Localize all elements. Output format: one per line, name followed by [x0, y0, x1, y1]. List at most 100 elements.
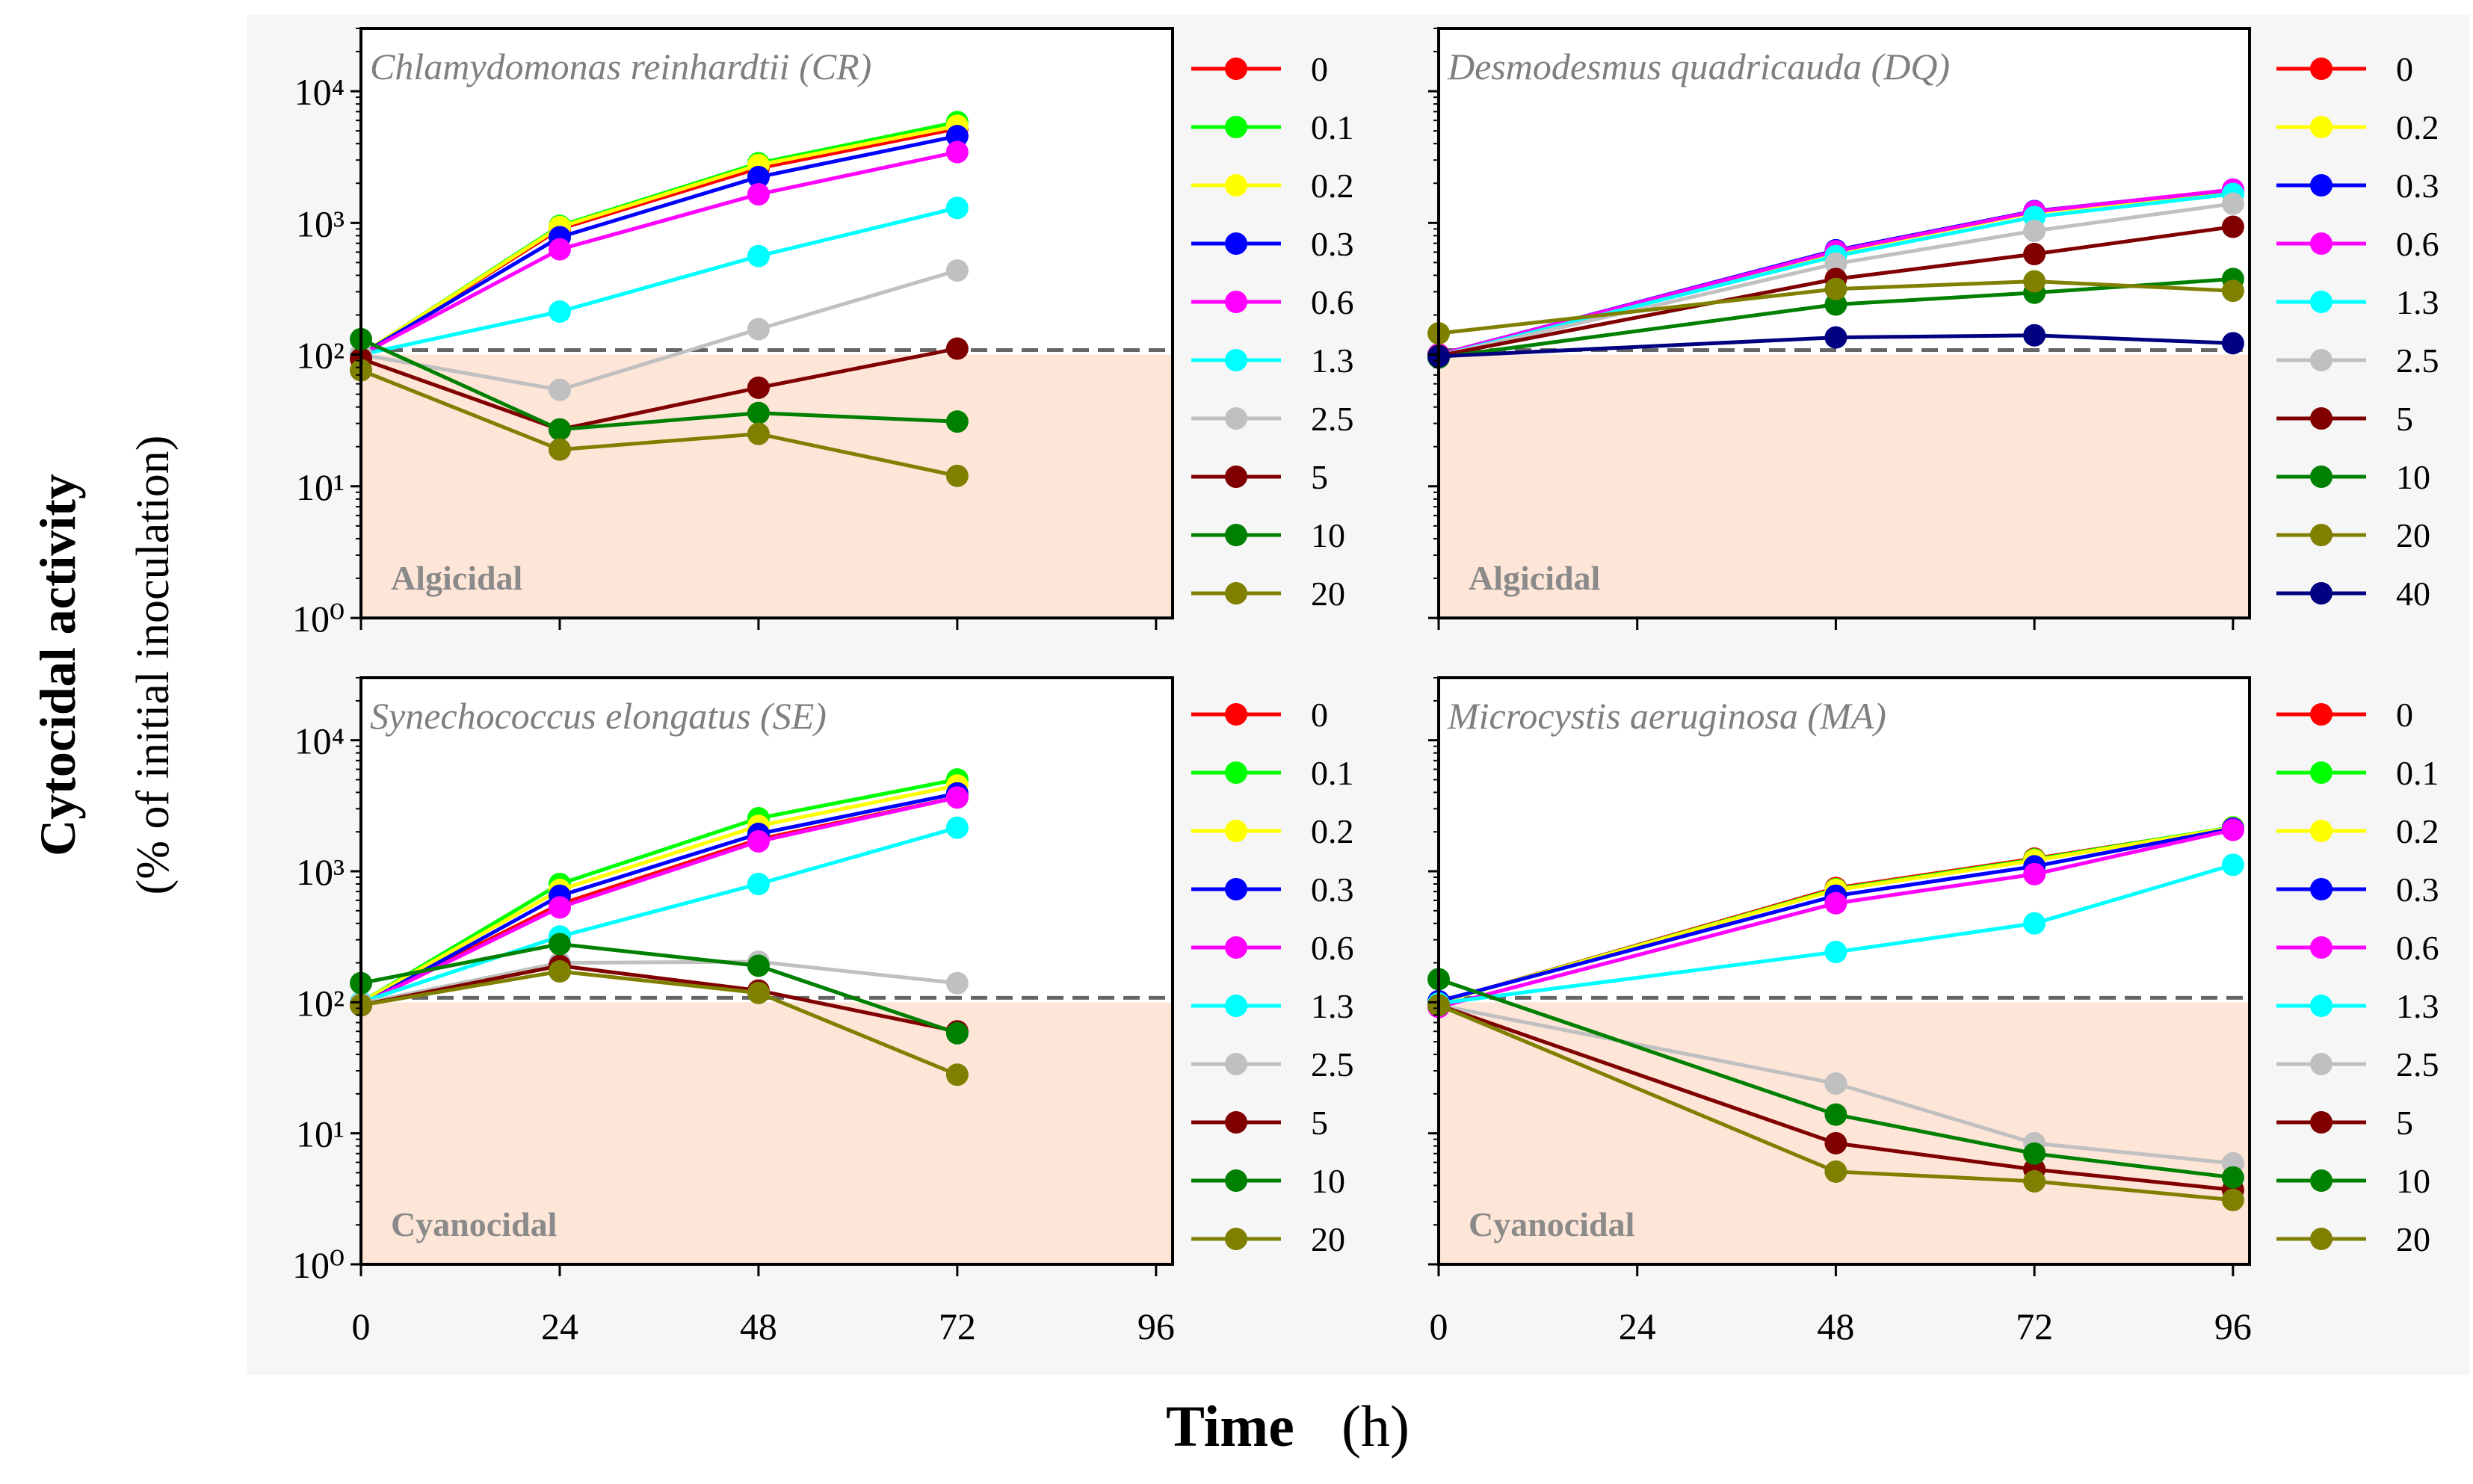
series-line: [1438, 977, 2234, 1180]
legend-marker: [2310, 524, 2332, 546]
legend-label: 0.3: [2396, 167, 2439, 205]
legend-marker: [2310, 936, 2332, 959]
legend-item: 0.2: [1191, 167, 1354, 205]
series-line: [360, 959, 958, 1006]
legend-label: 0: [1311, 50, 1328, 88]
legend-marker: [1225, 349, 1247, 371]
legend-item: 2.5: [2276, 1045, 2439, 1083]
x-tick-label: 48: [740, 1305, 777, 1347]
series-line: [1438, 188, 2234, 356]
legend-marker: [1225, 936, 1247, 959]
data-point: [945, 410, 969, 433]
inhibition-zone: [1439, 354, 2250, 618]
legend-marker: [2310, 291, 2332, 313]
legend-item: 20: [1191, 575, 1345, 613]
legend-label: 2.5: [1311, 1045, 1354, 1083]
data-point: [1824, 1131, 1847, 1154]
legend-item: 0.2: [1191, 812, 1354, 850]
data-point: [548, 933, 571, 956]
legend-label: 20: [1311, 575, 1345, 613]
legend-label: 10: [2396, 458, 2430, 496]
legend-label: 20: [2396, 516, 2430, 554]
x-tick-label: 72: [939, 1305, 976, 1347]
data-point: [1824, 941, 1847, 964]
legend-marker: [2310, 232, 2332, 255]
x-tick-label: 0: [352, 1305, 371, 1347]
legend-item: 20: [2276, 1220, 2430, 1258]
inhibition-zone: [1439, 1002, 2250, 1264]
series-line: [360, 268, 958, 392]
series-line: [359, 791, 958, 1007]
data-point: [2221, 332, 2244, 355]
legend-item: 0.6: [1191, 929, 1354, 967]
data-point: [747, 401, 770, 424]
inhibition-zone: [361, 354, 1173, 618]
data-point: [2023, 1169, 2046, 1193]
data-point: [2221, 279, 2244, 303]
legend-label: 0.3: [1311, 871, 1354, 909]
legend-item: 0.3: [2276, 871, 2439, 909]
legend-item: 0.2: [2276, 108, 2439, 146]
x-tick-label: 24: [1619, 1305, 1656, 1347]
y-tick-label: 10¹: [296, 1113, 345, 1155]
legend-label: 5: [1311, 1104, 1328, 1142]
legend-item: 0.1: [2276, 754, 2439, 792]
legend-marker: [1225, 291, 1247, 313]
legend-marker: [2310, 878, 2332, 900]
data-point: [945, 1063, 969, 1086]
data-point: [945, 1021, 969, 1045]
legend-marker: [2310, 174, 2332, 197]
legend-marker: [2310, 1053, 2332, 1075]
legend-label: 0.6: [1311, 929, 1354, 967]
legend-marker: [2310, 1228, 2332, 1250]
series-10: [350, 933, 969, 1045]
series-line: [360, 963, 958, 1033]
legend-marker: [2310, 116, 2332, 138]
legend-label: 10: [1311, 1162, 1345, 1200]
legend-label: 0: [1311, 696, 1328, 734]
legend-label: 0.1: [1311, 108, 1354, 146]
legend-label: 2.5: [2396, 341, 2439, 380]
data-point: [945, 971, 969, 995]
panel-1: Desmodesmus quadricauda (DQ) Algicidal 0 0.…: [1427, 27, 2439, 630]
series-line: [1438, 1003, 2234, 1192]
y-axis-sublabel: (% of initial inoculation): [128, 436, 179, 895]
legend-marker: [1225, 466, 1247, 488]
legend-marker: [1225, 174, 1247, 197]
legend-item: 0.3: [2276, 167, 2439, 205]
series-line: [359, 134, 958, 356]
x-tick-label: 48: [1817, 1305, 1854, 1347]
legend-marker: [2310, 466, 2332, 488]
legend-item: 40: [2276, 575, 2430, 613]
legend-label: 0.3: [2396, 871, 2439, 909]
legend-marker: [2310, 995, 2332, 1017]
data-point: [747, 318, 770, 341]
legend-item: 1.3: [1191, 341, 1354, 380]
legend-item: 0.2: [2276, 812, 2439, 850]
legend-item: 0.6: [2276, 929, 2439, 967]
legend-label: 20: [1311, 1220, 1345, 1258]
plot-frame: [1437, 27, 2251, 619]
legend-marker: [2310, 703, 2332, 726]
legend-item: 0.1: [1191, 108, 1354, 146]
plot-frame: [359, 27, 1174, 619]
legend-label: 0.6: [2396, 225, 2439, 263]
data-point: [2023, 270, 2046, 293]
panel-title: Desmodesmus quadricauda (DQ): [1447, 46, 1950, 87]
legend-marker: [2310, 761, 2332, 784]
series-line: [360, 942, 958, 1036]
legend-marker: [2310, 1169, 2332, 1192]
legend-item: 0: [1191, 696, 1328, 734]
legend-item: 20: [1191, 1220, 1345, 1258]
legend-marker: [1225, 995, 1247, 1017]
legend-item: 5: [1191, 1104, 1328, 1142]
legend-marker: [2310, 58, 2332, 80]
x-tick-label: 72: [2016, 1305, 2053, 1347]
legend-item: 10: [1191, 1162, 1345, 1200]
data-point: [2221, 818, 2244, 841]
data-point: [945, 125, 969, 148]
x-axis-unit: (h): [1342, 1394, 1410, 1459]
y-tick-label: 10⁴: [294, 720, 345, 762]
legend-item: 0.6: [2276, 225, 2439, 263]
data-point: [945, 464, 969, 487]
